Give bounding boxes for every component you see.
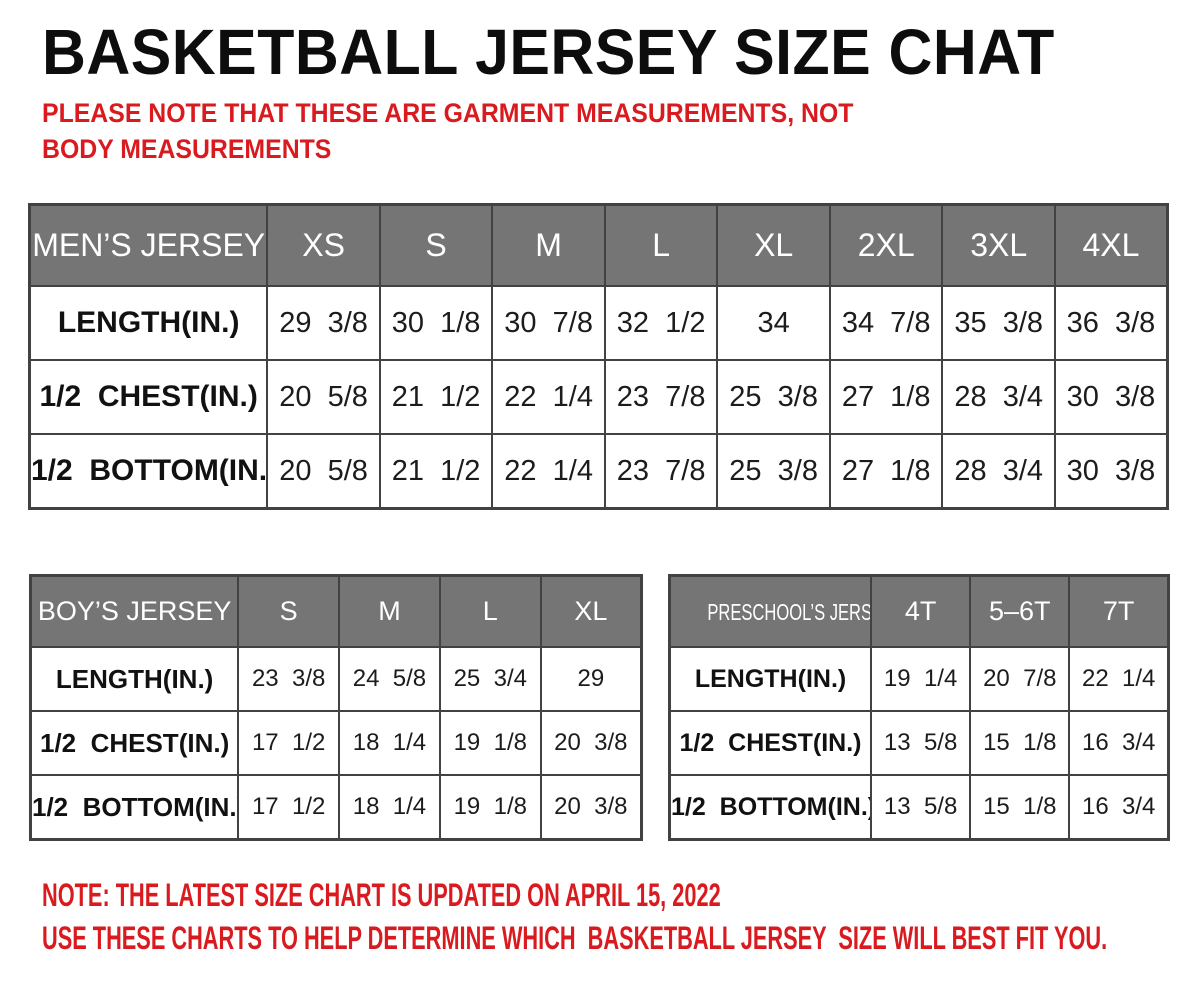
mens-row-label-cell: 1/2 CHEST(IN.) — [28, 359, 269, 435]
boys-size-value-cell: 18 1/4 — [338, 774, 441, 841]
mens-size-value-cell: 20 5/8 — [266, 433, 381, 510]
boys-size-value-cell: 29 — [539, 646, 643, 712]
mens-size-header-cell: M — [491, 203, 606, 287]
mens-size-value-cell: 21 1/2 — [378, 359, 494, 435]
mens-size-value-cell: 28 3/4 — [941, 359, 1056, 435]
mens-size-header-cell: 4XL — [1053, 203, 1169, 287]
garment-measurement-note: PLEASE NOTE THAT THESE ARE GARMENT MEASU… — [42, 98, 854, 164]
preschool-row-label-cell: 1/2 BOTTOM(IN.) — [668, 774, 873, 841]
mens-size-value-cell: 29 3/8 — [266, 285, 381, 361]
boys-measurement-row: 1/2 CHEST(IN.) 17 1/2 18 1/4 19 1/8 20 3/8 — [29, 710, 643, 776]
mens-measurement-row: 1/2 CHEST(IN.) 20 5/8 21 1/2 22 1/4 23 7/8 25… — [28, 359, 1169, 435]
boys-size-header-cell: M — [338, 574, 441, 648]
boys-size-value-cell: 17 1/2 — [237, 710, 341, 776]
mens-size-value-cell: 30 3/8 — [1053, 359, 1169, 435]
mens-size-value-cell: 30 3/8 — [1053, 433, 1169, 510]
boys-measurement-row: 1/2 BOTTOM(IN.) 17 1/2 18 1/4 19 1/8 20 3/8 — [29, 774, 643, 841]
preschool-size-value-cell: 15 1/8 — [969, 774, 1071, 841]
boys-table-title-text: BOY’S JERSEY — [37, 596, 232, 626]
mens-size-header-cell: 3XL — [941, 203, 1056, 287]
mens-size-value-cell: 20 5/8 — [266, 359, 381, 435]
preschool-size-value-cell: 16 3/4 — [1068, 774, 1170, 841]
preschool-row-label-cell: LENGTH(IN.) — [668, 646, 873, 712]
boys-size-header-cell: XL — [539, 574, 643, 648]
mens-size-value-cell: 36 3/8 — [1053, 285, 1169, 361]
boys-measurement-row: LENGTH(IN.) 23 3/8 24 5/8 25 3/4 29 — [29, 646, 643, 712]
mens-table-title-cell: MEN’S JERSEY — [28, 203, 269, 287]
mens-row-label-cell: 1/2 BOTTOM(IN.) — [28, 433, 269, 510]
mens-size-header-cell: XL — [716, 203, 831, 287]
preschool-size-value-cell: 13 5/8 — [870, 710, 972, 776]
mens-size-value-cell: 35 3/8 — [941, 285, 1056, 361]
boys-row-label-cell: LENGTH(IN.) — [29, 646, 240, 712]
boys-size-value-cell: 23 3/8 — [237, 646, 341, 712]
mens-size-value-cell: 34 — [716, 285, 831, 361]
mens-header-row: MEN’S JERSEY XS S M L XL 2XL 3XL 4XL — [28, 203, 1169, 287]
boys-row-label-cell: 1/2 BOTTOM(IN.) — [29, 774, 240, 841]
preschool-table-title-text: PRESCHOOL’S JERSEY — [707, 599, 872, 625]
usage-note: USE THESE CHARTS TO HELP DETERMINE WHICH… — [42, 920, 1108, 956]
boys-header-row: BOY’S JERSEY S M L XL — [29, 574, 643, 648]
preschool-measurement-row: 1/2 CHEST(IN.) 13 5/8 15 1/8 16 3/4 — [668, 710, 1170, 776]
mens-size-value-cell: 25 3/8 — [716, 433, 831, 510]
boys-size-value-cell: 19 1/8 — [438, 710, 542, 776]
mens-size-value-cell: 34 7/8 — [828, 285, 944, 361]
preschool-size-value-cell: 19 1/4 — [870, 646, 972, 712]
preschool-size-value-cell: 16 3/4 — [1068, 710, 1170, 776]
boys-size-value-cell: 19 1/8 — [438, 774, 542, 841]
boys-jersey-size-table: BOY’S JERSEY S M L XL LENGTH(IN.) 23 3/8 24 5/… — [29, 574, 643, 841]
mens-size-header-cell: S — [378, 203, 494, 287]
mens-table-title-text: MEN’S JERSEY — [32, 227, 266, 263]
preschool-measurement-row: 1/2 BOTTOM(IN.) 13 5/8 15 1/8 16 3/4 — [668, 774, 1170, 841]
boys-size-value-cell: 24 5/8 — [338, 646, 441, 712]
preschool-size-value-cell: 13 5/8 — [870, 774, 972, 841]
preschool-row-label-cell: 1/2 CHEST(IN.) — [668, 710, 873, 776]
mens-size-header-cell: L — [603, 203, 719, 287]
boys-row-label-cell: 1/2 CHEST(IN.) — [29, 710, 240, 776]
preschool-size-value-cell: 22 1/4 — [1068, 646, 1170, 712]
mens-size-value-cell: 21 1/2 — [378, 433, 494, 510]
mens-size-value-cell: 27 1/8 — [828, 433, 944, 510]
boys-size-value-cell: 20 3/8 — [539, 710, 643, 776]
boys-size-value-cell: 25 3/4 — [438, 646, 542, 712]
preschool-size-header-cell: 4T — [870, 574, 972, 648]
preschool-size-header-cell: 7T — [1068, 574, 1170, 648]
boys-size-value-cell: 18 1/4 — [338, 710, 441, 776]
preschool-measurement-row: LENGTH(IN.) 19 1/4 20 7/8 22 1/4 — [668, 646, 1170, 712]
page-title: BASKETBALL JERSEY SIZE CHAT — [42, 16, 1055, 88]
preschool-size-value-cell: 15 1/8 — [969, 710, 1071, 776]
mens-size-value-cell: 32 1/2 — [603, 285, 719, 361]
preschool-size-value-cell: 20 7/8 — [969, 646, 1071, 712]
mens-size-header-cell: 2XL — [828, 203, 944, 287]
mens-size-value-cell: 25 3/8 — [716, 359, 831, 435]
boys-size-header-cell: S — [237, 574, 341, 648]
mens-size-value-cell: 23 7/8 — [603, 433, 719, 510]
mens-size-value-cell: 27 1/8 — [828, 359, 944, 435]
mens-size-value-cell: 30 7/8 — [491, 285, 606, 361]
mens-size-value-cell: 23 7/8 — [603, 359, 719, 435]
boys-table-title-cell: BOY’S JERSEY — [29, 574, 240, 648]
mens-size-value-cell: 28 3/4 — [941, 433, 1056, 510]
mens-size-header-cell: XS — [266, 203, 381, 287]
boys-size-value-cell: 17 1/2 — [237, 774, 341, 841]
boys-size-value-cell: 20 3/8 — [539, 774, 643, 841]
mens-jersey-size-table: MEN’S JERSEY XS S M L XL 2XL 3XL 4XL LENGTH(IN.)… — [28, 203, 1169, 510]
mens-size-value-cell: 30 1/8 — [378, 285, 494, 361]
preschool-table-title-cell: PRESCHOOL’S JERSEY — [668, 574, 873, 648]
mens-measurement-row: 1/2 BOTTOM(IN.) 20 5/8 21 1/2 22 1/4 23 7/8 2… — [28, 433, 1169, 510]
mens-size-value-cell: 22 1/4 — [491, 359, 606, 435]
mens-size-value-cell: 22 1/4 — [491, 433, 606, 510]
mens-row-label-cell: LENGTH(IN.) — [28, 285, 269, 361]
preschool-size-header-cell: 5–6T — [969, 574, 1071, 648]
mens-measurement-row: LENGTH(IN.) 29 3/8 30 1/8 30 7/8 32 1/2 34 34 … — [28, 285, 1169, 361]
boys-size-header-cell: L — [438, 574, 542, 648]
update-date-note: NOTE: THE LATEST SIZE CHART IS UPDATED O… — [42, 877, 721, 913]
